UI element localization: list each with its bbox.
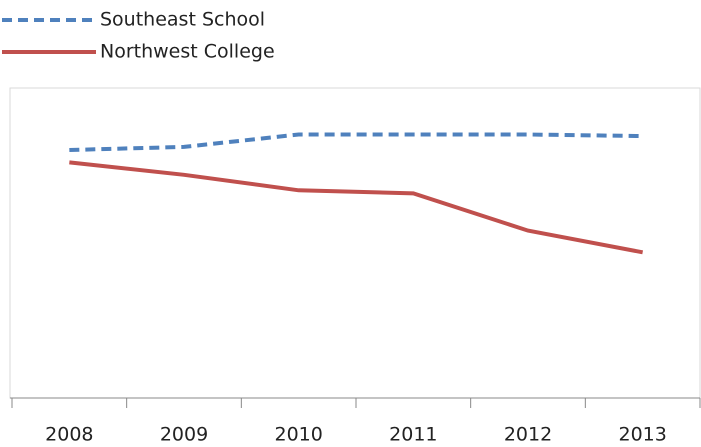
legend-label: Southeast School <box>100 9 265 31</box>
x-tick-label: 2010 <box>274 424 322 446</box>
x-tick-label: 2011 <box>389 424 437 446</box>
series-line <box>69 160 644 255</box>
legend-label: Northwest College <box>100 41 275 63</box>
x-tick-label: 2009 <box>160 424 208 446</box>
x-tick-label: 2012 <box>504 424 552 446</box>
x-tick-label: 2008 <box>45 424 93 446</box>
x-tick-label: 2013 <box>618 424 666 446</box>
series-line <box>69 132 643 152</box>
